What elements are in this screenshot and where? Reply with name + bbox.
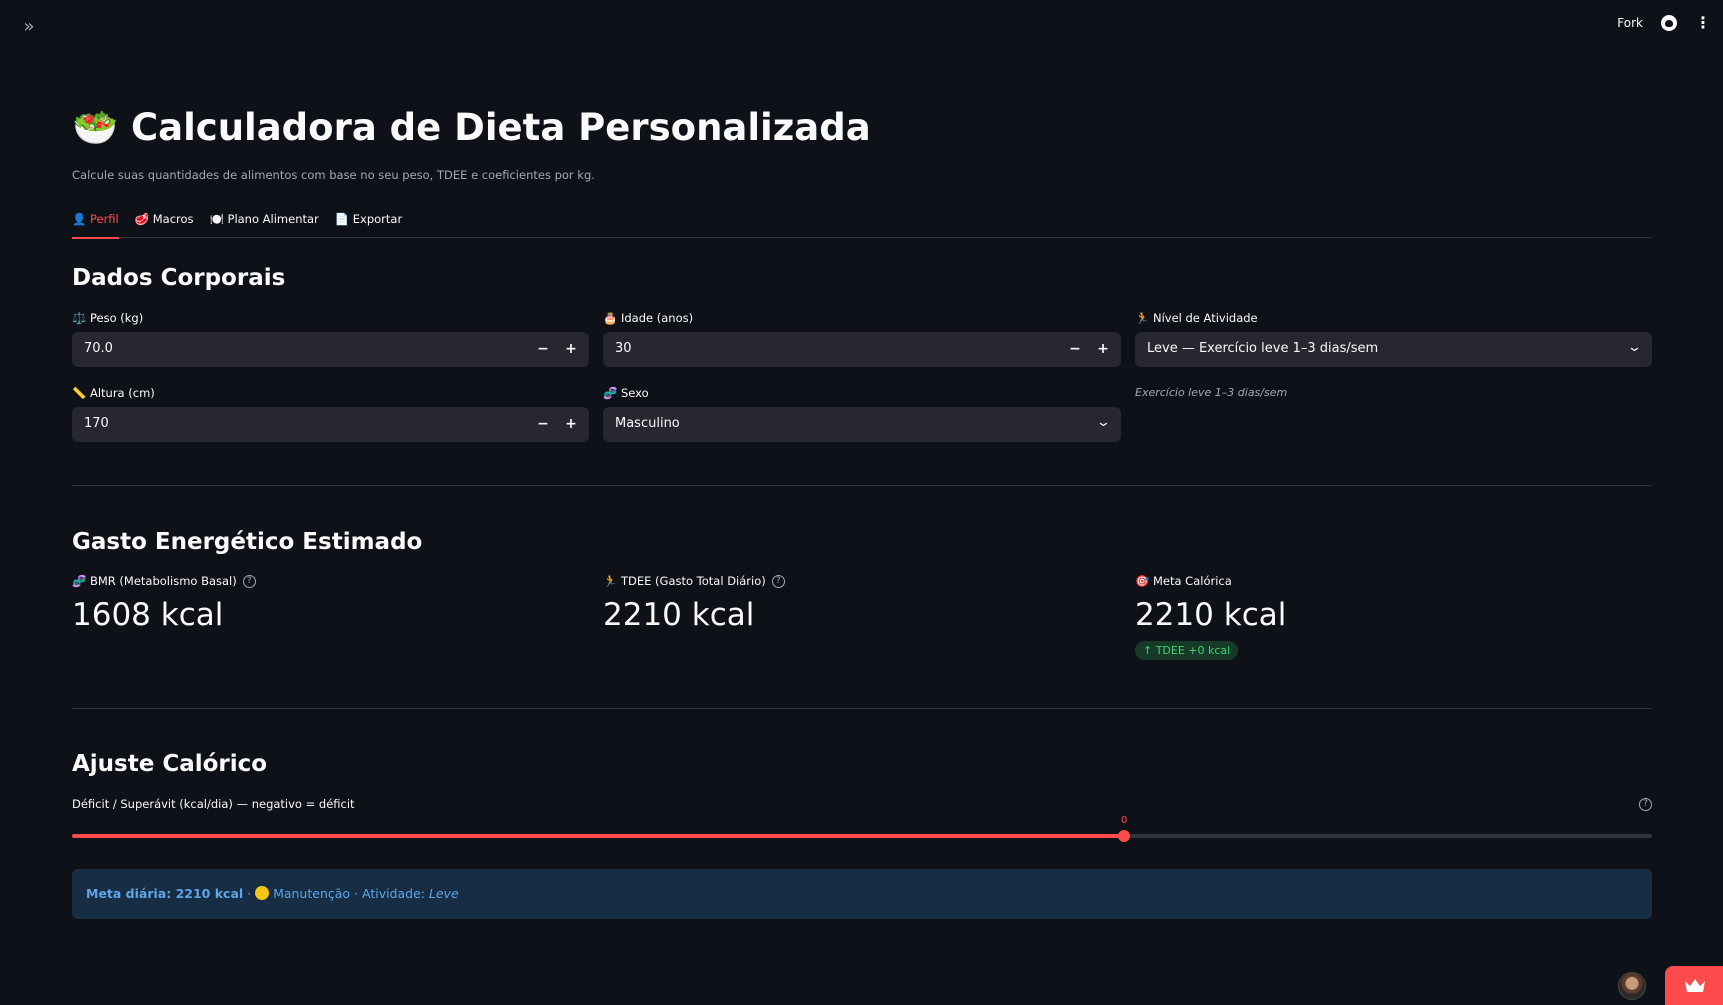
tdee-label-text: 🏃 TDEE (Gasto Total Diário) <box>603 574 766 588</box>
top-bar: » Fork ⋮ <box>0 0 1723 54</box>
status-text: Manutenção <box>269 886 351 901</box>
section-heading-dados-corporais: Dados Corporais <box>72 265 286 291</box>
page-title: 🥗 Calculadora de Dieta Personalizada <box>72 106 871 149</box>
atividade-select[interactable]: Leve — Exercício leve 1–3 dias/sem ⌄ <box>1135 332 1652 367</box>
bmr-label-text: 🧬 BMR (Metabolismo Basal) <box>72 574 237 588</box>
meta-label-text: 🎯 Meta Calórica <box>1135 574 1232 588</box>
info-alert-text: Meta diária: 2210 kcal · Manutenção · At… <box>86 886 459 901</box>
idade-increment-button[interactable]: + <box>1097 341 1109 357</box>
altura-value[interactable]: 170 <box>84 416 109 431</box>
divider <box>72 485 1652 486</box>
double-chevron-right-icon[interactable]: » <box>23 16 35 37</box>
slider-current-value: 0 <box>1121 815 1128 826</box>
tab-perfil[interactable]: 👤 Perfil <box>72 210 119 239</box>
slider-thumb[interactable] <box>1118 830 1130 842</box>
tab-exportar[interactable]: 📄 Exportar <box>334 212 403 226</box>
sexo-selected-value: Masculino <box>615 416 680 431</box>
altura-decrement-button[interactable]: − <box>537 416 549 432</box>
avatar[interactable] <box>1618 972 1646 1000</box>
meta-metric-value: 2210 kcal <box>1135 597 1287 633</box>
chevron-down-icon: ⌄ <box>1626 340 1643 355</box>
separator: · <box>243 886 256 901</box>
atividade-selected-value: Leve — Exercício leve 1–3 dias/sem <box>1147 341 1379 356</box>
fork-button[interactable]: Fork <box>1617 16 1643 30</box>
page-caption: Calcule suas quantidades de alimentos co… <box>72 168 595 182</box>
github-icon[interactable] <box>1661 15 1677 31</box>
slider-fill <box>72 834 1124 838</box>
help-icon[interactable]: ? <box>1639 798 1652 811</box>
altura-input[interactable]: 170 − + <box>72 407 589 442</box>
peso-label: ⚖️ Peso (kg) <box>72 311 144 325</box>
kebab-menu-icon[interactable]: ⋮ <box>1695 13 1711 32</box>
help-icon[interactable]: ? <box>771 574 785 588</box>
activity-prefix: · Atividade: <box>350 886 429 901</box>
peso-input[interactable]: 70.0 − + <box>72 332 589 367</box>
crown-icon <box>1685 979 1705 992</box>
altura-label: 📏 Altura (cm) <box>72 386 155 400</box>
peso-decrement-button[interactable]: − <box>537 341 549 357</box>
bmr-metric-label: 🧬 BMR (Metabolismo Basal) ? <box>72 574 256 588</box>
tab-plano-alimentar[interactable]: 🍽️ Plano Alimentar <box>209 212 319 226</box>
meta-delta-badge: ↑ TDEE +0 kcal <box>1135 641 1239 660</box>
tdee-metric-value: 2210 kcal <box>603 597 755 633</box>
meta-diaria-text: Meta diária: 2210 kcal <box>86 886 244 901</box>
idade-value[interactable]: 30 <box>615 341 632 356</box>
chevron-down-icon: ⌄ <box>1095 415 1112 430</box>
peso-increment-button[interactable]: + <box>565 341 577 357</box>
tab-bar: 👤 Perfil 🥩 Macros 🍽️ Plano Alimentar 📄 E… <box>72 210 1652 239</box>
top-right-toolbar: Fork ⋮ <box>1617 13 1711 32</box>
divider <box>72 708 1652 709</box>
sexo-label: 🧬 Sexo <box>603 386 649 400</box>
atividade-label: 🏃 Nível de Atividade <box>1135 311 1258 325</box>
atividade-help-text: Exercício leve 1–3 dias/sem <box>1135 386 1288 399</box>
idade-input[interactable]: 30 − + <box>603 332 1121 367</box>
help-icon[interactable]: ? <box>242 574 256 588</box>
sexo-select[interactable]: Masculino ⌄ <box>603 407 1121 442</box>
altura-increment-button[interactable]: + <box>565 416 577 432</box>
streamlit-badge[interactable] <box>1665 966 1723 1005</box>
slider-label: Déficit / Superávit (kcal/dia) — negativ… <box>72 797 355 811</box>
tdee-metric-label: 🏃 TDEE (Gasto Total Diário) ? <box>603 574 785 588</box>
bmr-metric-value: 1608 kcal <box>72 597 224 633</box>
meta-metric-label: 🎯 Meta Calórica <box>1135 574 1232 588</box>
idade-decrement-button[interactable]: − <box>1069 341 1081 357</box>
peso-value[interactable]: 70.0 <box>84 341 113 356</box>
yellow-circle-icon <box>255 886 270 900</box>
section-heading-gasto-energetico: Gasto Energético Estimado <box>72 529 423 555</box>
tab-macros[interactable]: 🥩 Macros <box>134 212 194 226</box>
info-alert-box: Meta diária: 2210 kcal · Manutenção · At… <box>72 869 1652 919</box>
activity-value: Leve <box>428 886 459 901</box>
section-heading-ajuste-calorico: Ajuste Calórico <box>72 751 268 777</box>
idade-label: 🎂 Idade (anos) <box>603 311 694 325</box>
